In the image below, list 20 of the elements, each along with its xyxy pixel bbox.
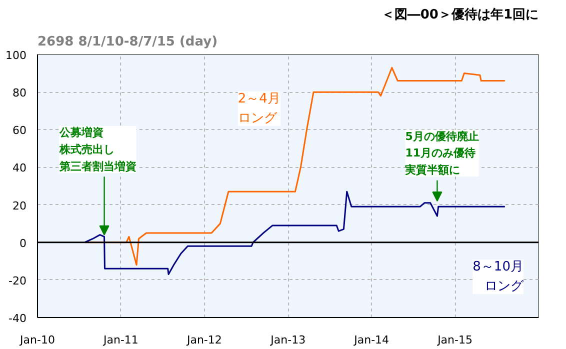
y-tick-label: 0 [20,236,26,250]
text: 8～10月ロング [472,260,524,294]
y-tick-label: 20 [12,199,27,212]
y-tick-label: -40 [8,312,26,325]
x-tick-label: Jan-11 [102,334,138,346]
y-tick-label: -20 [8,274,26,288]
y-tick-label: 40 [12,162,27,175]
x-tick-label: Jan-13 [270,334,306,346]
x-tick-label: Jan-10 [19,334,55,346]
y-tick-label: 100 [6,49,27,62]
annotation: 公募増資株式売出し第三者割当増資 [58,126,136,173]
annotation: 5月の優待廃止11月のみ優待実質半額に [404,130,479,177]
y-tick-label: 60 [12,124,27,138]
y-tick-label: 80 [12,86,27,100]
x-tick-label: Jan-14 [353,334,390,346]
chart-title: 2698 8/1/10-8/7/15 (day) [38,34,218,50]
chart-subtitle: ＜図―00＞優待は年1回に [381,8,539,22]
x-tick-label: Jan-12 [186,334,222,346]
text: 2～4月ロング [238,91,280,126]
x-tick-label: Jan-15 [436,334,473,346]
